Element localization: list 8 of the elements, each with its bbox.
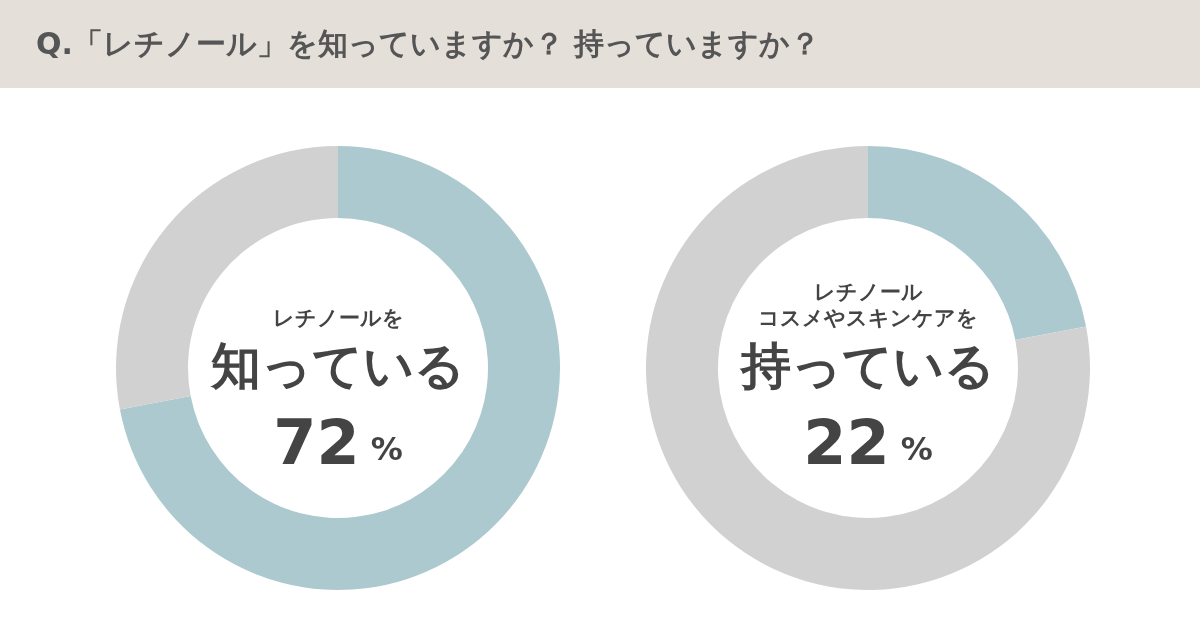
text: 22 % — [803, 405, 933, 479]
chart-title: Q.「レチノール」を知っていますか？ 持っていますか？ — [0, 0, 1200, 88]
text: レチノールを — [272, 306, 404, 330]
text: 72 % — [273, 405, 403, 479]
text: 持っている — [739, 337, 995, 395]
text: 知っている — [210, 337, 465, 395]
text: レチノール — [813, 280, 923, 304]
text: コスメやスキンケアを — [758, 306, 978, 330]
